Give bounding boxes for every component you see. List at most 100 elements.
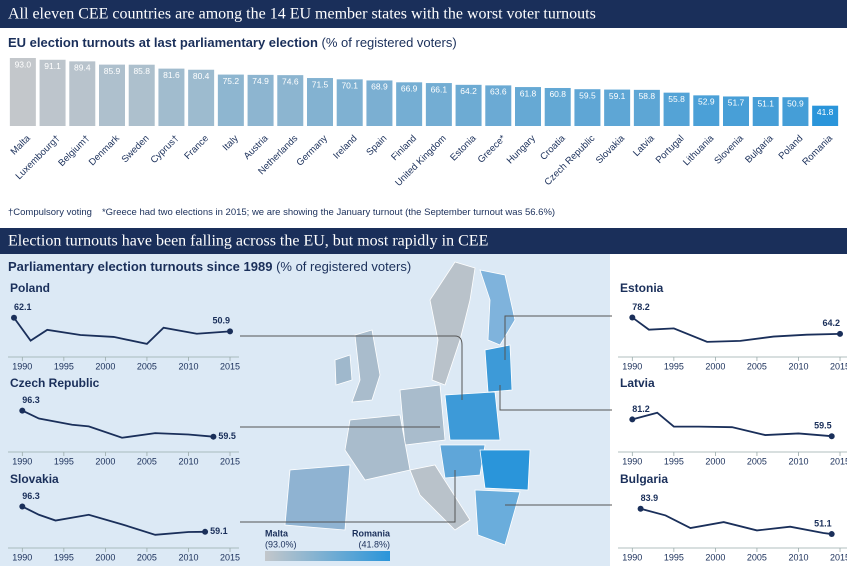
header-bar: [0, 228, 847, 254]
header-bar: [0, 0, 847, 28]
legend-gradient: [265, 551, 390, 561]
x-tick-label: 2005: [137, 361, 157, 371]
bar: [485, 85, 512, 126]
panel-title: Slovakia: [10, 472, 59, 486]
line: [21, 409, 214, 439]
bar-value-label: 85.9: [104, 66, 121, 76]
x-tick-label: 2010: [788, 456, 808, 466]
title: EU election turnouts at last parliamenta…: [8, 35, 318, 50]
data-label: 81.2: [632, 404, 650, 414]
bar: [366, 80, 393, 126]
bar-value-label: 59.1: [609, 91, 626, 101]
x-tick-label: 2000: [705, 552, 725, 562]
bar: [425, 83, 452, 126]
iberia: [284, 464, 351, 531]
data-label: 96.3: [22, 395, 40, 405]
bar-value-label: 68.9: [371, 82, 388, 92]
end-point: [11, 314, 17, 321]
end-point: [837, 330, 844, 337]
end-point: [227, 328, 234, 335]
bar: [752, 97, 779, 126]
bar-value-label: 50.9: [787, 98, 804, 108]
x-tick-label: 1995: [54, 552, 74, 562]
bar: [158, 68, 185, 126]
x-tick-label: 1990: [12, 456, 32, 466]
x-tick-label: 2015: [220, 552, 240, 562]
bar: [69, 61, 96, 126]
legend-high-value: (41.8%): [358, 539, 390, 549]
bar-value-label: 75.2: [223, 76, 240, 86]
germany: [399, 384, 446, 446]
title: Parliamentary election turnouts since 19…: [8, 259, 272, 274]
map: [284, 261, 531, 546]
panel-title: Poland: [10, 281, 50, 295]
bar-value-label: 71.5: [312, 79, 329, 89]
bar-value-label: 51.7: [728, 98, 745, 108]
x-tick-label: 2000: [705, 361, 725, 371]
bar-value-label: 85.8: [133, 66, 150, 76]
central-europe: [439, 444, 486, 479]
legend-high: Romania: [352, 528, 391, 538]
header-title: Election turnouts have been falling acro…: [8, 233, 488, 250]
data-label: 83.9: [641, 493, 659, 503]
bar: [9, 58, 36, 126]
panel-title: Estonia: [620, 281, 664, 295]
connector: [240, 335, 463, 400]
legend-low: Malta: [265, 528, 289, 538]
end-point: [828, 433, 835, 440]
x-tick-label: 2000: [95, 456, 115, 466]
line: [632, 411, 832, 438]
x-tick-label: 1990: [622, 456, 642, 466]
x-tick-label: 2005: [137, 552, 157, 562]
bar-value-label: 64.2: [460, 86, 477, 96]
bar-value-label: 60.8: [549, 89, 566, 99]
subtitle: (% of registered voters): [322, 35, 457, 50]
bar: [782, 97, 809, 126]
connector: [504, 315, 612, 360]
france: [344, 414, 411, 481]
footnote: †Compulsory voting: [8, 207, 92, 218]
bar: [188, 69, 215, 126]
x-tick-label: 2010: [178, 552, 198, 562]
bar: [574, 89, 601, 126]
end-point: [19, 407, 26, 414]
x-tick-label: 1995: [664, 552, 684, 562]
bar: [277, 75, 304, 126]
x-tick-label: 2010: [178, 361, 198, 371]
data-label: 59.5: [814, 421, 832, 431]
end-point: [202, 528, 209, 535]
bar-value-label: 55.8: [668, 94, 685, 104]
bar-value-label: 52.9: [698, 97, 715, 107]
bar: [693, 95, 720, 126]
chart-title: Parliamentary election turnouts since 19…: [8, 259, 411, 274]
chart-title: EU election turnouts at last parliamenta…: [8, 35, 457, 50]
x-tick-label: 1995: [54, 456, 74, 466]
x-tick-label: 2000: [705, 456, 725, 466]
panel-title: Bulgaria: [620, 472, 668, 486]
line: [13, 317, 231, 345]
x-tick-label: 2005: [747, 552, 767, 562]
bar: [99, 64, 125, 126]
header-title: All eleven CEE countries are among the 1…: [8, 6, 596, 23]
bar: [455, 84, 482, 126]
x-tick-label: 2015: [830, 552, 847, 562]
end-point: [629, 314, 636, 321]
bar: [396, 82, 423, 126]
x-tick-label: 1995: [664, 456, 684, 466]
bar-value-label: 70.1: [341, 81, 358, 91]
x-tick-label: 2015: [220, 361, 240, 371]
x-tick-label: 2000: [95, 361, 115, 371]
bar-value-label: 89.4: [74, 63, 91, 73]
ireland: [334, 354, 353, 386]
bar-value-label: 81.6: [163, 70, 180, 80]
x-tick-label: 1990: [622, 361, 642, 371]
bar: [604, 89, 631, 126]
bar-value-label: 63.6: [490, 87, 507, 97]
x-tick-label: 2010: [788, 552, 808, 562]
x-tick-label: 2005: [137, 456, 157, 466]
end-point: [629, 416, 636, 423]
connector: [499, 385, 612, 411]
bar-value-label: 66.9: [401, 84, 418, 94]
data-label: 64.2: [822, 318, 840, 328]
x-tick-label: 1990: [12, 552, 32, 562]
